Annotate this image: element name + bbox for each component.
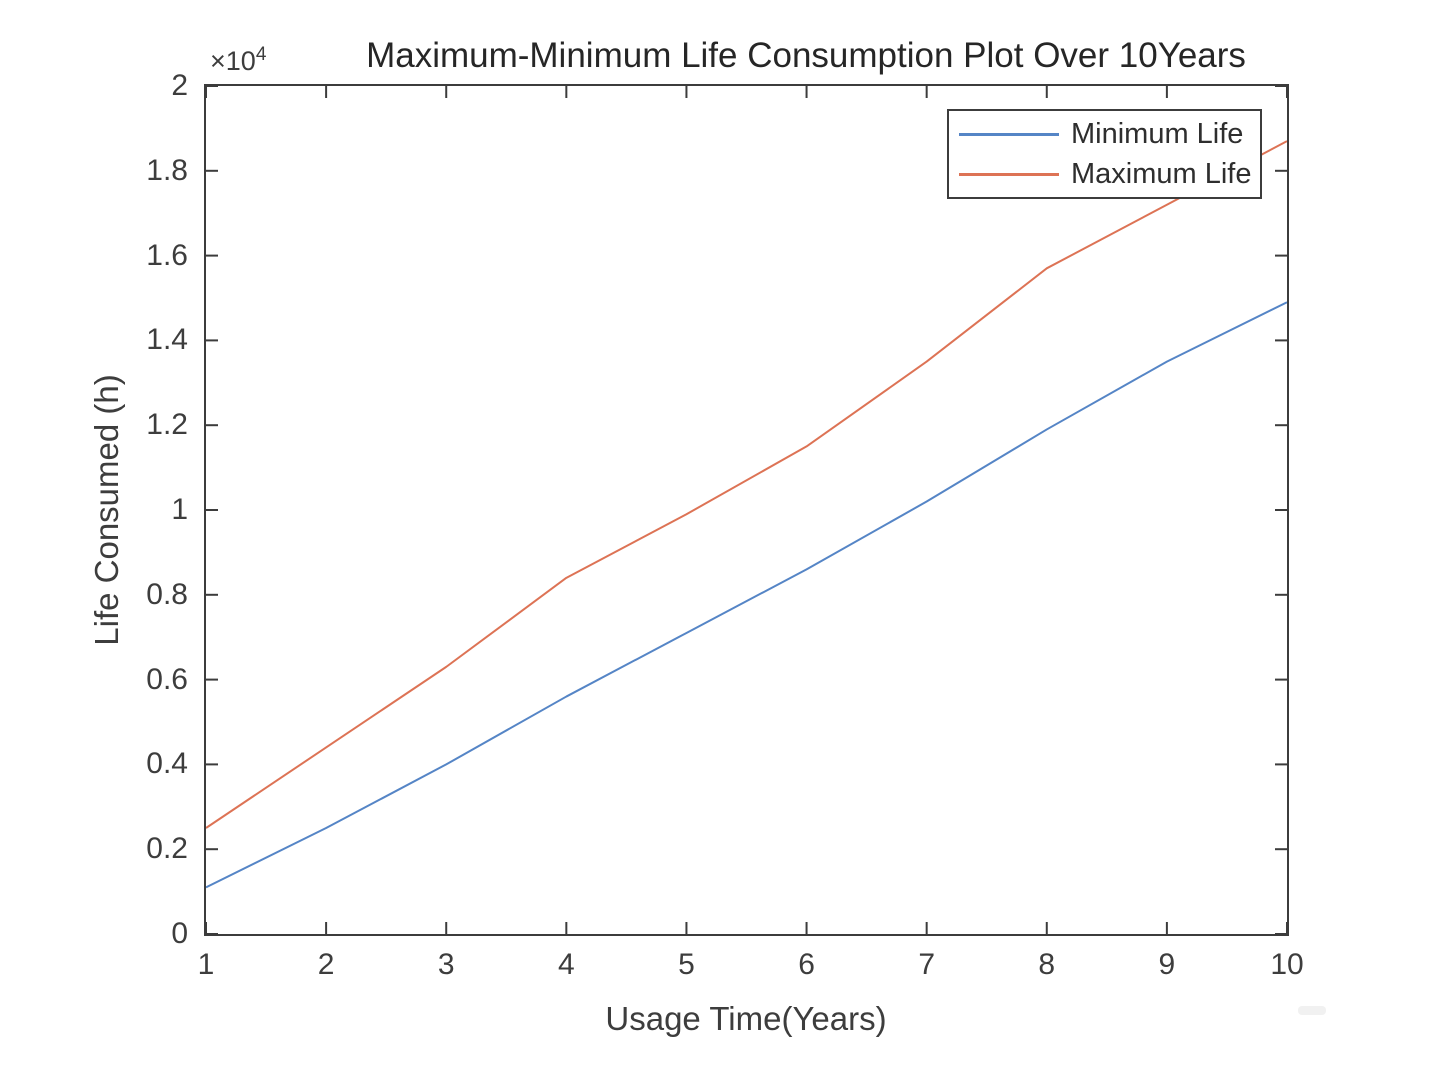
x-tick-label: 4: [557, 948, 575, 981]
y-tick-label: 2: [171, 69, 188, 102]
x-tick-label: 10: [1270, 948, 1304, 981]
plot-area: [204, 84, 1289, 936]
y-tick-label: 0.4: [146, 747, 188, 781]
series-line-minimum-life: [206, 301, 1287, 889]
x-tick-label: 1: [197, 948, 215, 981]
legend-item-maximum-life: Maximum Life: [949, 154, 1260, 194]
x-tick-label: 8: [1038, 948, 1056, 981]
y-tick-label: 0.2: [146, 832, 188, 866]
legend-item-minimum-life: Minimum Life: [949, 114, 1260, 154]
y-tick-label: 1.4: [146, 323, 188, 357]
legend: Minimum Life Maximum Life: [947, 109, 1262, 199]
y-tick-label: 1.6: [146, 238, 188, 272]
y-tick-label: 0.8: [146, 577, 188, 611]
x-tick-label: 2: [317, 948, 335, 981]
x-tick-label: 9: [1158, 948, 1176, 981]
y-axis-label: Life Consumed (h): [88, 374, 125, 646]
y-axis-multiplier-base: ×10: [210, 46, 256, 76]
y-axis-multiplier-exponent: 4: [255, 44, 267, 65]
legend-line-sample-minimum-life: [959, 132, 1059, 136]
legend-label-maximum-life: Maximum Life: [1071, 157, 1252, 190]
y-tick-label: 1.8: [146, 153, 188, 187]
y-tick-label: 1.2: [146, 408, 188, 442]
chart-title: Maximum-Minimum Life Consumption Plot Ov…: [366, 36, 1246, 75]
y-tick-label: 1: [171, 493, 188, 526]
y-axis-multiplier: ×104: [210, 44, 266, 77]
x-tick-label: 7: [918, 948, 935, 981]
y-tick-label: 0: [171, 917, 188, 950]
legend-label-minimum-life: Minimum Life: [1071, 117, 1244, 150]
legend-line-sample-maximum-life: [959, 172, 1059, 176]
faint-smudge-artifact: [1298, 1006, 1326, 1015]
x-tick-label: 6: [798, 948, 815, 981]
series-line-maximum-life: [206, 140, 1287, 829]
x-axis-label: Usage Time(Years): [605, 1000, 887, 1037]
x-tick-label: 3: [437, 948, 455, 981]
y-tick-label: 0.6: [146, 662, 188, 696]
x-tick-label: 5: [678, 948, 695, 981]
plot-lines-svg: [206, 86, 1287, 934]
